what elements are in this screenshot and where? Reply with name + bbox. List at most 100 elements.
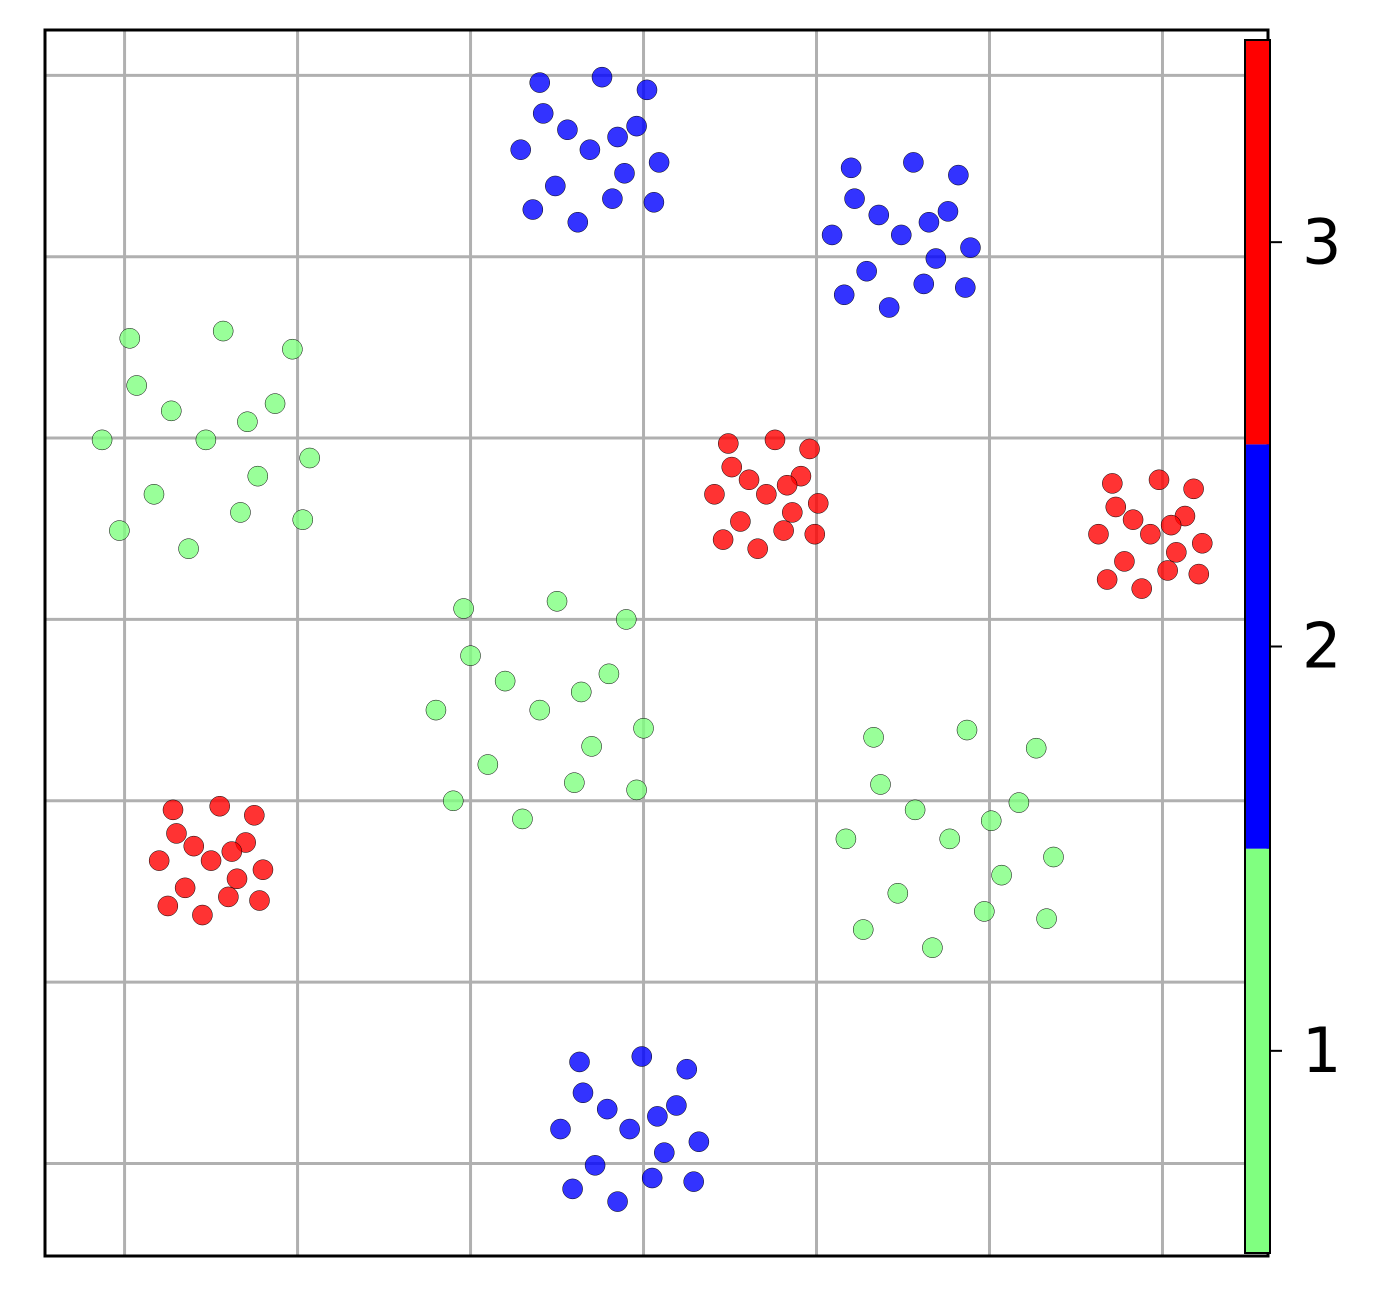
point — [974, 901, 995, 922]
point — [572, 1082, 594, 1104]
point — [237, 411, 258, 432]
point — [166, 823, 187, 844]
point — [1102, 473, 1123, 494]
point — [581, 736, 602, 757]
colorbar-tick-label: 3 — [1302, 205, 1341, 278]
point — [557, 119, 578, 140]
point — [1043, 846, 1064, 868]
point — [510, 139, 531, 160]
point — [614, 163, 635, 184]
point — [550, 1118, 571, 1140]
point — [804, 523, 826, 545]
point — [615, 609, 637, 630]
colorbar-segment — [1245, 444, 1270, 849]
point — [991, 864, 1012, 886]
point — [868, 204, 890, 226]
point — [230, 502, 251, 523]
point — [494, 670, 516, 692]
point — [956, 719, 978, 741]
point — [1188, 563, 1210, 585]
point — [1140, 523, 1161, 545]
point — [1131, 578, 1152, 599]
point — [1122, 509, 1144, 530]
point — [721, 456, 742, 478]
point — [183, 835, 205, 857]
point — [648, 152, 670, 173]
point — [852, 919, 874, 940]
point — [1148, 469, 1170, 491]
point — [425, 699, 447, 721]
point — [212, 320, 234, 342]
point — [579, 139, 601, 160]
point — [598, 663, 620, 685]
point — [939, 828, 960, 850]
point — [249, 890, 270, 911]
point — [730, 511, 751, 532]
point — [119, 328, 141, 349]
point — [247, 465, 269, 487]
point — [1157, 560, 1178, 581]
point — [799, 438, 820, 460]
point — [161, 400, 182, 422]
point — [666, 1095, 687, 1116]
point — [282, 338, 303, 360]
point — [218, 886, 239, 908]
point — [91, 429, 113, 451]
point — [545, 175, 566, 197]
point — [607, 126, 628, 148]
point — [925, 248, 947, 269]
point — [532, 103, 554, 124]
point — [821, 224, 843, 246]
point — [626, 115, 647, 137]
point — [529, 699, 550, 721]
point — [773, 520, 794, 541]
point — [1105, 496, 1127, 518]
point — [209, 795, 230, 817]
point — [607, 1191, 628, 1212]
point — [955, 277, 976, 298]
point — [562, 1178, 583, 1200]
point — [460, 645, 481, 666]
point — [195, 429, 217, 451]
point — [1025, 737, 1047, 759]
point — [109, 520, 130, 541]
point — [918, 211, 940, 233]
colorbar-segment — [1245, 40, 1270, 445]
point — [1183, 478, 1204, 500]
point — [157, 895, 179, 917]
point — [221, 841, 243, 862]
point — [863, 727, 884, 748]
point — [264, 393, 286, 414]
point — [676, 1058, 698, 1080]
point — [937, 201, 959, 222]
point — [252, 859, 274, 880]
point — [980, 810, 1002, 831]
point — [453, 598, 474, 619]
point — [1096, 569, 1118, 590]
point — [522, 199, 544, 220]
point — [564, 772, 585, 793]
point — [1036, 908, 1057, 929]
point — [712, 529, 734, 550]
point — [913, 273, 935, 295]
point — [596, 1098, 618, 1120]
point — [192, 904, 213, 926]
point — [1192, 533, 1213, 554]
point — [833, 284, 855, 306]
point — [688, 1131, 710, 1152]
point — [776, 474, 798, 496]
point — [870, 774, 891, 795]
point — [602, 188, 623, 209]
point — [782, 502, 803, 523]
point — [835, 828, 857, 850]
point — [1160, 514, 1182, 536]
point — [631, 1046, 653, 1067]
point — [1166, 542, 1187, 563]
point — [844, 188, 865, 209]
colorbar-tick-label: 2 — [1302, 610, 1341, 683]
point — [654, 1142, 675, 1163]
point — [904, 799, 926, 821]
point — [887, 883, 909, 904]
